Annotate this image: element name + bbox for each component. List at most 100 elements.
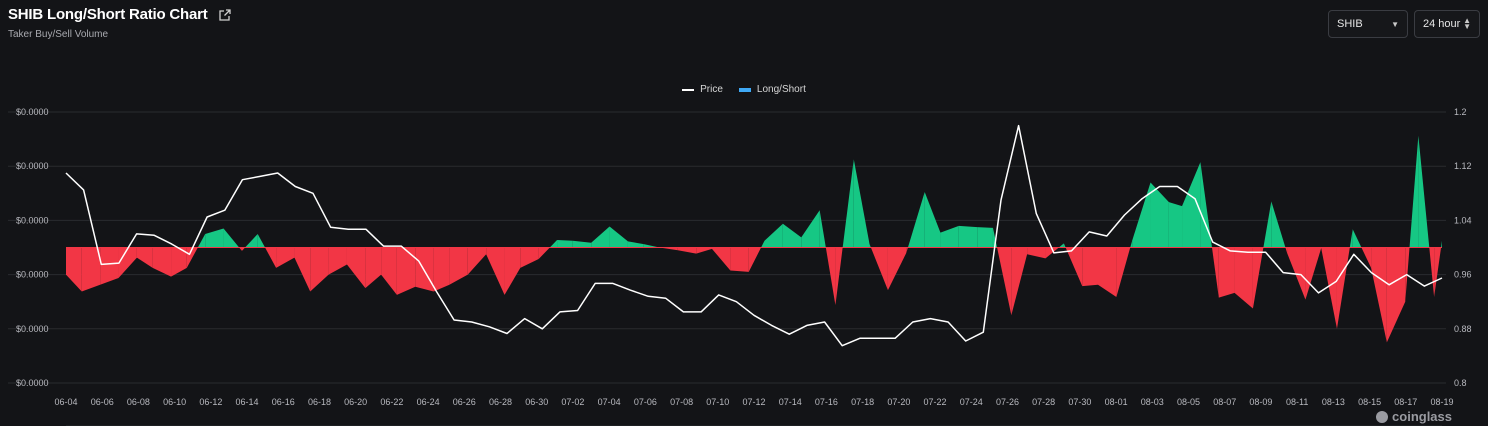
long-area-segment <box>940 225 959 248</box>
x-axis-tick-label: 07-12 <box>742 397 765 407</box>
x-axis-tick-label: 06-14 <box>236 397 259 407</box>
short-area-segment <box>1234 247 1253 309</box>
x-axis-tick-label: 06-26 <box>453 397 476 407</box>
legend-long-short-swatch <box>738 87 751 92</box>
external-link-icon[interactable] <box>218 8 232 22</box>
long-area-segment <box>205 228 224 248</box>
short-area-segment <box>520 247 539 268</box>
x-axis-tick-label: 07-10 <box>706 397 729 407</box>
x-axis-tick-label: 08-11 <box>1286 397 1308 407</box>
short-area-segment <box>748 247 762 272</box>
short-area-segment <box>1321 247 1337 329</box>
x-axis-tick-label: 07-26 <box>996 397 1019 407</box>
long-area-segment <box>1132 182 1151 248</box>
x-axis-tick-label: 07-14 <box>779 397 802 407</box>
legend-item-price[interactable]: Price <box>682 84 723 95</box>
long-area-segment <box>761 240 765 248</box>
short-area-segment <box>711 247 731 271</box>
x-axis-tick-label: 07-18 <box>851 397 874 407</box>
long-area-segment <box>1200 162 1212 248</box>
short-area-segment <box>730 247 749 272</box>
short-area-segment <box>906 247 908 253</box>
short-area-segment <box>171 247 187 277</box>
x-axis: 06-04 06-06 06-08 06-10 06-12 06-14 06-16 06-18… <box>54 397 1454 426</box>
legend-price-label: Price <box>700 84 723 95</box>
long-area-segment <box>557 240 573 248</box>
short-area-segment <box>1211 247 1219 298</box>
coin-select[interactable]: SHIB ▼ <box>1328 10 1408 38</box>
short-area-segment <box>870 247 888 291</box>
chart-title: SHIB Long/Short Ratio Chart <box>8 6 208 23</box>
long-area-segment <box>591 226 610 248</box>
long-area-segment <box>1058 243 1064 248</box>
left-axis-tick-label: $0.0000 <box>16 107 49 117</box>
x-axis-tick-label: 06-06 <box>91 397 114 407</box>
short-area-segment <box>152 247 172 277</box>
short-area-segment <box>66 247 82 292</box>
x-axis-tick-label: 07-08 <box>670 397 693 407</box>
short-area-segment <box>328 247 347 275</box>
left-axis-tick-label: $0.0000 <box>16 324 49 334</box>
long-area-segment <box>1409 135 1419 248</box>
long-area-segment <box>801 210 820 248</box>
x-axis-tick-label: 07-04 <box>598 397 621 407</box>
legend-item-long-short[interactable]: Long/Short <box>738 84 806 95</box>
short-area-segment <box>241 247 246 251</box>
short-area-segment <box>1285 247 1288 253</box>
short-area-segment <box>1218 247 1235 298</box>
short-area-segment <box>1116 247 1131 297</box>
short-area-segment <box>1045 247 1059 259</box>
left-axis-tick-label: $0.0000 <box>16 161 49 171</box>
coinglass-watermark: coinglass <box>1376 409 1452 424</box>
long-area-segment <box>1130 240 1133 248</box>
short-area-segment <box>659 247 678 251</box>
x-axis-tick-label: 07-30 <box>1068 397 1091 407</box>
watermark-text: coinglass <box>1392 409 1452 424</box>
short-area-segment <box>294 247 311 292</box>
period-select-value: 24 hour <box>1423 18 1461 30</box>
x-axis-tick-label: 06-16 <box>272 397 295 407</box>
short-area-segment <box>486 247 505 295</box>
x-axis-tick-label: 08-17 <box>1394 397 1417 407</box>
short-area-segment <box>1386 247 1406 343</box>
short-area-segment <box>1361 247 1372 268</box>
short-area-segment <box>310 247 329 292</box>
long-area-segment <box>819 210 826 248</box>
chart-subtitle: Taker Buy/Sell Volume <box>8 29 109 40</box>
short-area-segment <box>1252 247 1264 309</box>
x-axis-tick-label: 07-22 <box>924 397 947 407</box>
x-axis-tick-label: 07-28 <box>1032 397 1055 407</box>
short-area-segment <box>1305 247 1322 300</box>
right-axis-tick-label: 0.88 <box>1454 324 1472 334</box>
chart-controls: SHIB ▼ 24 hour ▲ ▼ <box>1328 10 1480 38</box>
price-line <box>65 124 1443 347</box>
chart-legend: Price Long/Short <box>0 84 1488 95</box>
short-area-segment <box>239 247 242 251</box>
short-area-segment <box>186 247 198 268</box>
long-area-segment <box>643 244 660 248</box>
long-area-segment <box>853 159 870 248</box>
short-area-segment <box>136 247 153 268</box>
period-select[interactable]: 24 hour ▲ ▼ <box>1414 10 1480 38</box>
short-area-segment <box>825 247 836 306</box>
long-area-segment <box>1441 240 1442 248</box>
right-axis-tick-label: 0.8 <box>1454 378 1467 388</box>
short-area-segment <box>1434 247 1442 297</box>
x-axis-tick-label: 07-16 <box>815 397 838 407</box>
short-area-segment <box>1065 247 1083 287</box>
x-axis-tick-label: 08-05 <box>1177 397 1200 407</box>
long-short-areas <box>66 135 1442 343</box>
legend-long-short-label: Long/Short <box>756 84 806 95</box>
long-area-segment <box>627 241 644 248</box>
long-area-segment <box>1352 229 1362 248</box>
long-area-segment <box>869 244 871 248</box>
long-area-segment <box>977 227 993 248</box>
short-area-segment <box>1336 247 1350 329</box>
long-area-segment <box>764 223 783 248</box>
short-area-segment <box>696 247 712 254</box>
short-area-segment <box>1405 247 1410 302</box>
legend-price-swatch <box>682 88 695 91</box>
x-axis-tick-label: 08-19 <box>1430 397 1453 407</box>
short-area-segment <box>365 247 382 289</box>
